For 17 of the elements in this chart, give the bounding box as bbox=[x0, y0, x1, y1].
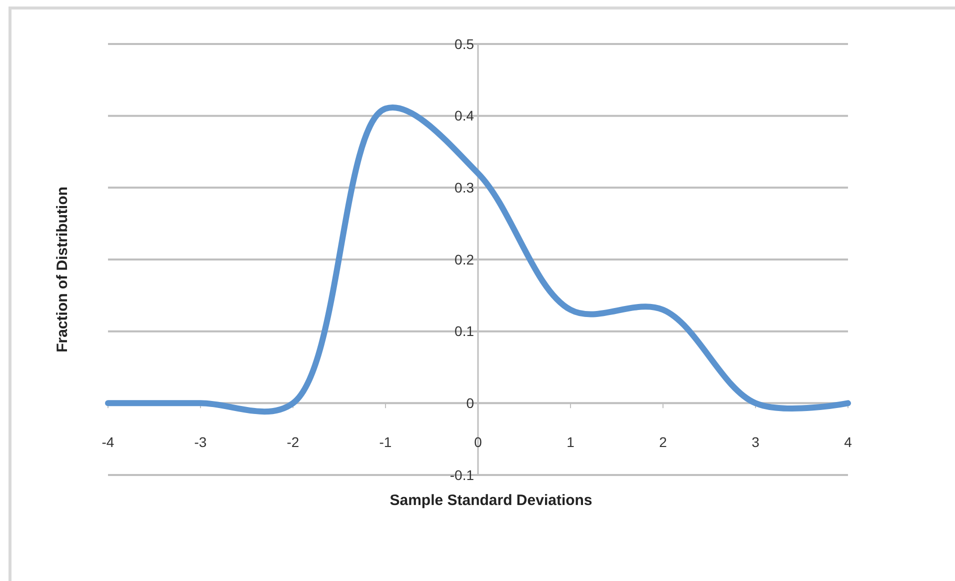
y-tick-label: 0.2 bbox=[454, 251, 474, 268]
x-tick-label: 1 bbox=[566, 434, 575, 450]
y-tick-label: 0.1 bbox=[454, 323, 474, 340]
x-tick-label: -2 bbox=[286, 434, 300, 450]
x-tick-label: -4 bbox=[102, 434, 114, 450]
x-tick-label: 4 bbox=[844, 434, 852, 450]
x-tick-label: 3 bbox=[752, 434, 760, 450]
x-axis-title: Sample Standard Deviations bbox=[390, 492, 592, 509]
y-tick-label: -0.1 bbox=[450, 466, 474, 483]
y-axis-title: Fraction of Distribution bbox=[54, 186, 71, 352]
x-tick-label: -1 bbox=[379, 434, 392, 450]
y-tick-label: 0 bbox=[466, 395, 474, 412]
y-tick-label: 0.5 bbox=[454, 36, 474, 52]
y-tick-label: 0.4 bbox=[454, 108, 474, 124]
x-tick-label: 2 bbox=[659, 434, 668, 450]
y-tick-label: 0.3 bbox=[454, 180, 474, 196]
x-tick-label: -3 bbox=[194, 434, 207, 450]
